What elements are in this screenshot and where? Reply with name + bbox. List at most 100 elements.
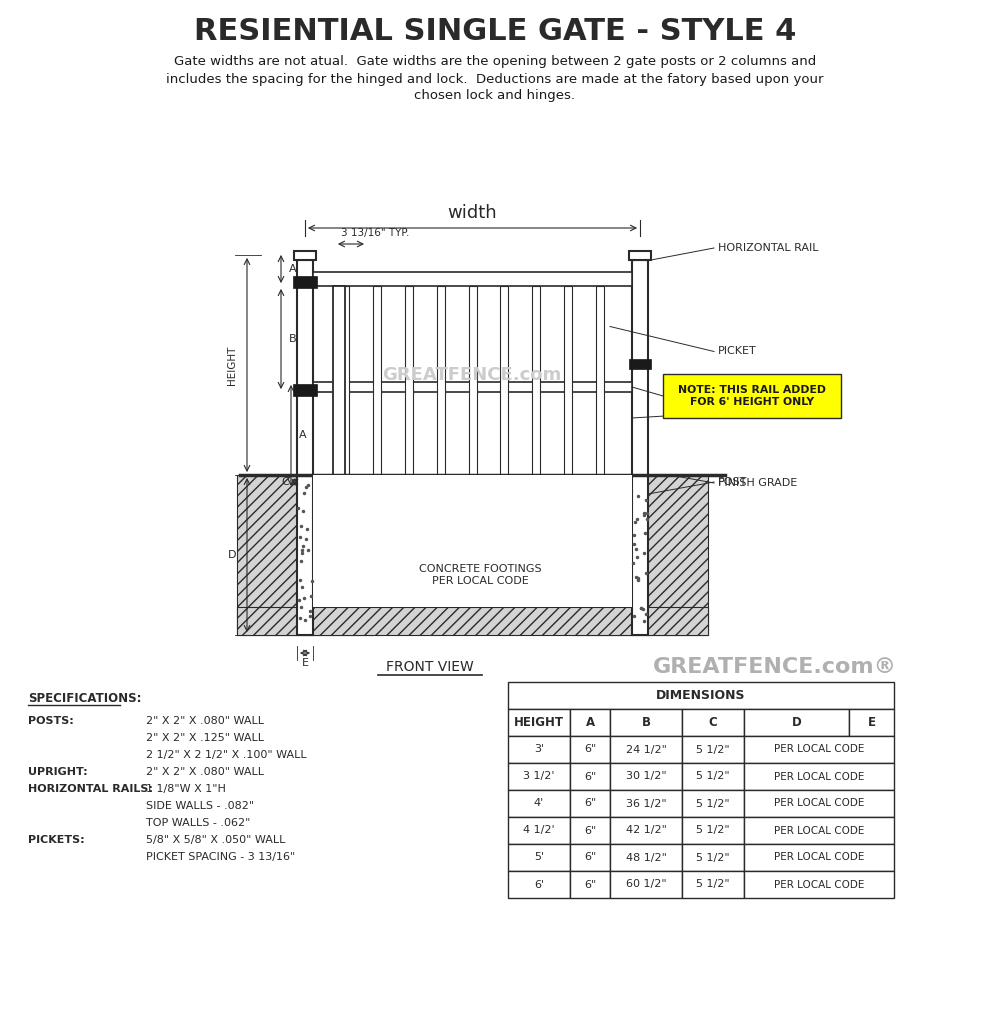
Text: 30 1/2": 30 1/2" bbox=[626, 772, 666, 782]
Text: E: E bbox=[867, 716, 875, 729]
Text: POSTS:: POSTS: bbox=[28, 716, 73, 726]
Text: B: B bbox=[642, 716, 650, 729]
Text: FINISH GRADE: FINISH GRADE bbox=[718, 478, 797, 488]
Text: D: D bbox=[792, 716, 801, 729]
Text: A: A bbox=[299, 430, 307, 440]
Bar bbox=[570, 817, 610, 844]
Bar bbox=[570, 763, 610, 790]
Bar bbox=[508, 736, 570, 763]
Text: includes the spacing for the hinged and lock.  Deductions are made at the fatory: includes the spacing for the hinged and … bbox=[166, 73, 824, 86]
Bar bbox=[405, 286, 413, 489]
Text: 2" X 2" X .080" WALL: 2" X 2" X .080" WALL bbox=[146, 767, 264, 777]
Text: 24 1/2": 24 1/2" bbox=[626, 744, 666, 754]
Bar bbox=[744, 790, 894, 817]
Text: PER LOCAL CODE: PER LOCAL CODE bbox=[774, 772, 864, 782]
Text: 3 1/2': 3 1/2' bbox=[524, 772, 554, 782]
Bar bbox=[533, 286, 541, 489]
Bar bbox=[744, 736, 894, 763]
Bar bbox=[570, 709, 610, 736]
Text: NOTE: THIS RAIL ADDED
FOR 6' HEIGHT ONLY: NOTE: THIS RAIL ADDED FOR 6' HEIGHT ONLY bbox=[678, 385, 826, 407]
Bar bbox=[744, 871, 894, 898]
Text: HORIZONTAL RAILS:: HORIZONTAL RAILS: bbox=[28, 784, 152, 794]
Text: 3': 3' bbox=[534, 744, 544, 754]
Bar bbox=[610, 790, 682, 817]
Text: 42 1/2": 42 1/2" bbox=[626, 825, 666, 835]
Text: A: A bbox=[585, 716, 595, 729]
Text: TOP WALLS - .062": TOP WALLS - .062" bbox=[146, 818, 250, 828]
Text: C: C bbox=[709, 716, 718, 729]
Text: E: E bbox=[302, 658, 309, 668]
Bar bbox=[508, 817, 570, 844]
Text: GREATFENCE.com: GREATFENCE.com bbox=[382, 366, 561, 384]
Bar bbox=[500, 286, 509, 489]
Text: 5': 5' bbox=[534, 852, 544, 863]
Text: GREATFENCE.com®: GREATFENCE.com® bbox=[653, 656, 897, 677]
Bar bbox=[682, 790, 744, 817]
Text: HORIZONTAL RAIL: HORIZONTAL RAIL bbox=[718, 243, 819, 252]
Bar bbox=[570, 736, 610, 763]
Text: 2" X 2" X .080" WALL: 2" X 2" X .080" WALL bbox=[146, 716, 264, 726]
Text: 5/8" X 5/8" X .050" WALL: 5/8" X 5/8" X .050" WALL bbox=[146, 835, 285, 845]
Text: 3 13/16" TYP.: 3 13/16" TYP. bbox=[341, 228, 409, 238]
Bar bbox=[468, 286, 476, 489]
Text: 6": 6" bbox=[584, 799, 596, 808]
Bar bbox=[313, 272, 632, 286]
Bar bbox=[508, 844, 570, 871]
Text: 6": 6" bbox=[584, 880, 596, 890]
Text: 6": 6" bbox=[584, 852, 596, 863]
Text: B: B bbox=[289, 334, 297, 344]
Bar bbox=[744, 817, 894, 844]
Text: CONCRETE FOOTINGS
PER LOCAL CODE: CONCRETE FOOTINGS PER LOCAL CODE bbox=[419, 565, 542, 586]
Bar bbox=[333, 286, 345, 489]
Bar bbox=[508, 709, 570, 736]
Text: 5 1/2": 5 1/2" bbox=[696, 772, 730, 782]
Bar bbox=[682, 763, 744, 790]
Bar bbox=[682, 844, 744, 871]
Bar bbox=[508, 871, 570, 898]
Text: chosen lock and hinges.: chosen lock and hinges. bbox=[415, 90, 575, 102]
Text: 5 1/2": 5 1/2" bbox=[696, 825, 730, 835]
Text: PICKET: PICKET bbox=[718, 346, 756, 357]
Bar bbox=[313, 479, 632, 489]
Text: 5 1/2": 5 1/2" bbox=[696, 744, 730, 754]
Text: FRONT VIEW: FRONT VIEW bbox=[386, 660, 474, 674]
Bar bbox=[610, 817, 682, 844]
Text: width: width bbox=[447, 204, 497, 222]
Bar bbox=[508, 682, 894, 709]
Text: 5 1/2": 5 1/2" bbox=[696, 852, 730, 863]
Bar bbox=[682, 871, 744, 898]
Bar bbox=[570, 871, 610, 898]
Bar bbox=[610, 709, 682, 736]
Text: 6": 6" bbox=[584, 772, 596, 782]
Bar bbox=[570, 790, 610, 817]
Text: 2 1/2" X 2 1/2" X .100" WALL: 2 1/2" X 2 1/2" X .100" WALL bbox=[146, 750, 307, 760]
Text: 5 1/2": 5 1/2" bbox=[696, 880, 730, 890]
Bar bbox=[744, 844, 894, 871]
Bar bbox=[682, 817, 744, 844]
Text: PER LOCAL CODE: PER LOCAL CODE bbox=[774, 825, 864, 835]
Bar bbox=[508, 763, 570, 790]
Text: Gate widths are not atual.  Gate widths are the opening between 2 gate posts or : Gate widths are not atual. Gate widths a… bbox=[174, 56, 816, 69]
Text: UPRIGHT: UPRIGHT bbox=[718, 408, 767, 418]
Bar bbox=[596, 286, 604, 489]
Text: PER LOCAL CODE: PER LOCAL CODE bbox=[774, 799, 864, 808]
Text: 4': 4' bbox=[534, 799, 544, 808]
Bar bbox=[570, 844, 610, 871]
Bar bbox=[682, 736, 744, 763]
Bar bbox=[313, 475, 632, 607]
Text: A: A bbox=[289, 264, 297, 274]
Bar bbox=[313, 382, 632, 392]
Bar bbox=[237, 607, 708, 635]
Bar bbox=[744, 709, 849, 736]
Bar bbox=[629, 359, 651, 369]
Bar bbox=[564, 286, 572, 489]
Bar bbox=[610, 763, 682, 790]
Bar bbox=[663, 374, 841, 418]
Text: 1 1/8"W X 1"H: 1 1/8"W X 1"H bbox=[146, 784, 226, 794]
Text: SPECIFICATIONS:: SPECIFICATIONS: bbox=[28, 692, 142, 705]
Text: 6": 6" bbox=[584, 744, 596, 754]
Text: PICKETS:: PICKETS: bbox=[28, 835, 84, 845]
Text: RESIENTIAL SINGLE GATE - STYLE 4: RESIENTIAL SINGLE GATE - STYLE 4 bbox=[194, 17, 796, 46]
Text: 60 1/2": 60 1/2" bbox=[626, 880, 666, 890]
Bar bbox=[849, 709, 894, 736]
